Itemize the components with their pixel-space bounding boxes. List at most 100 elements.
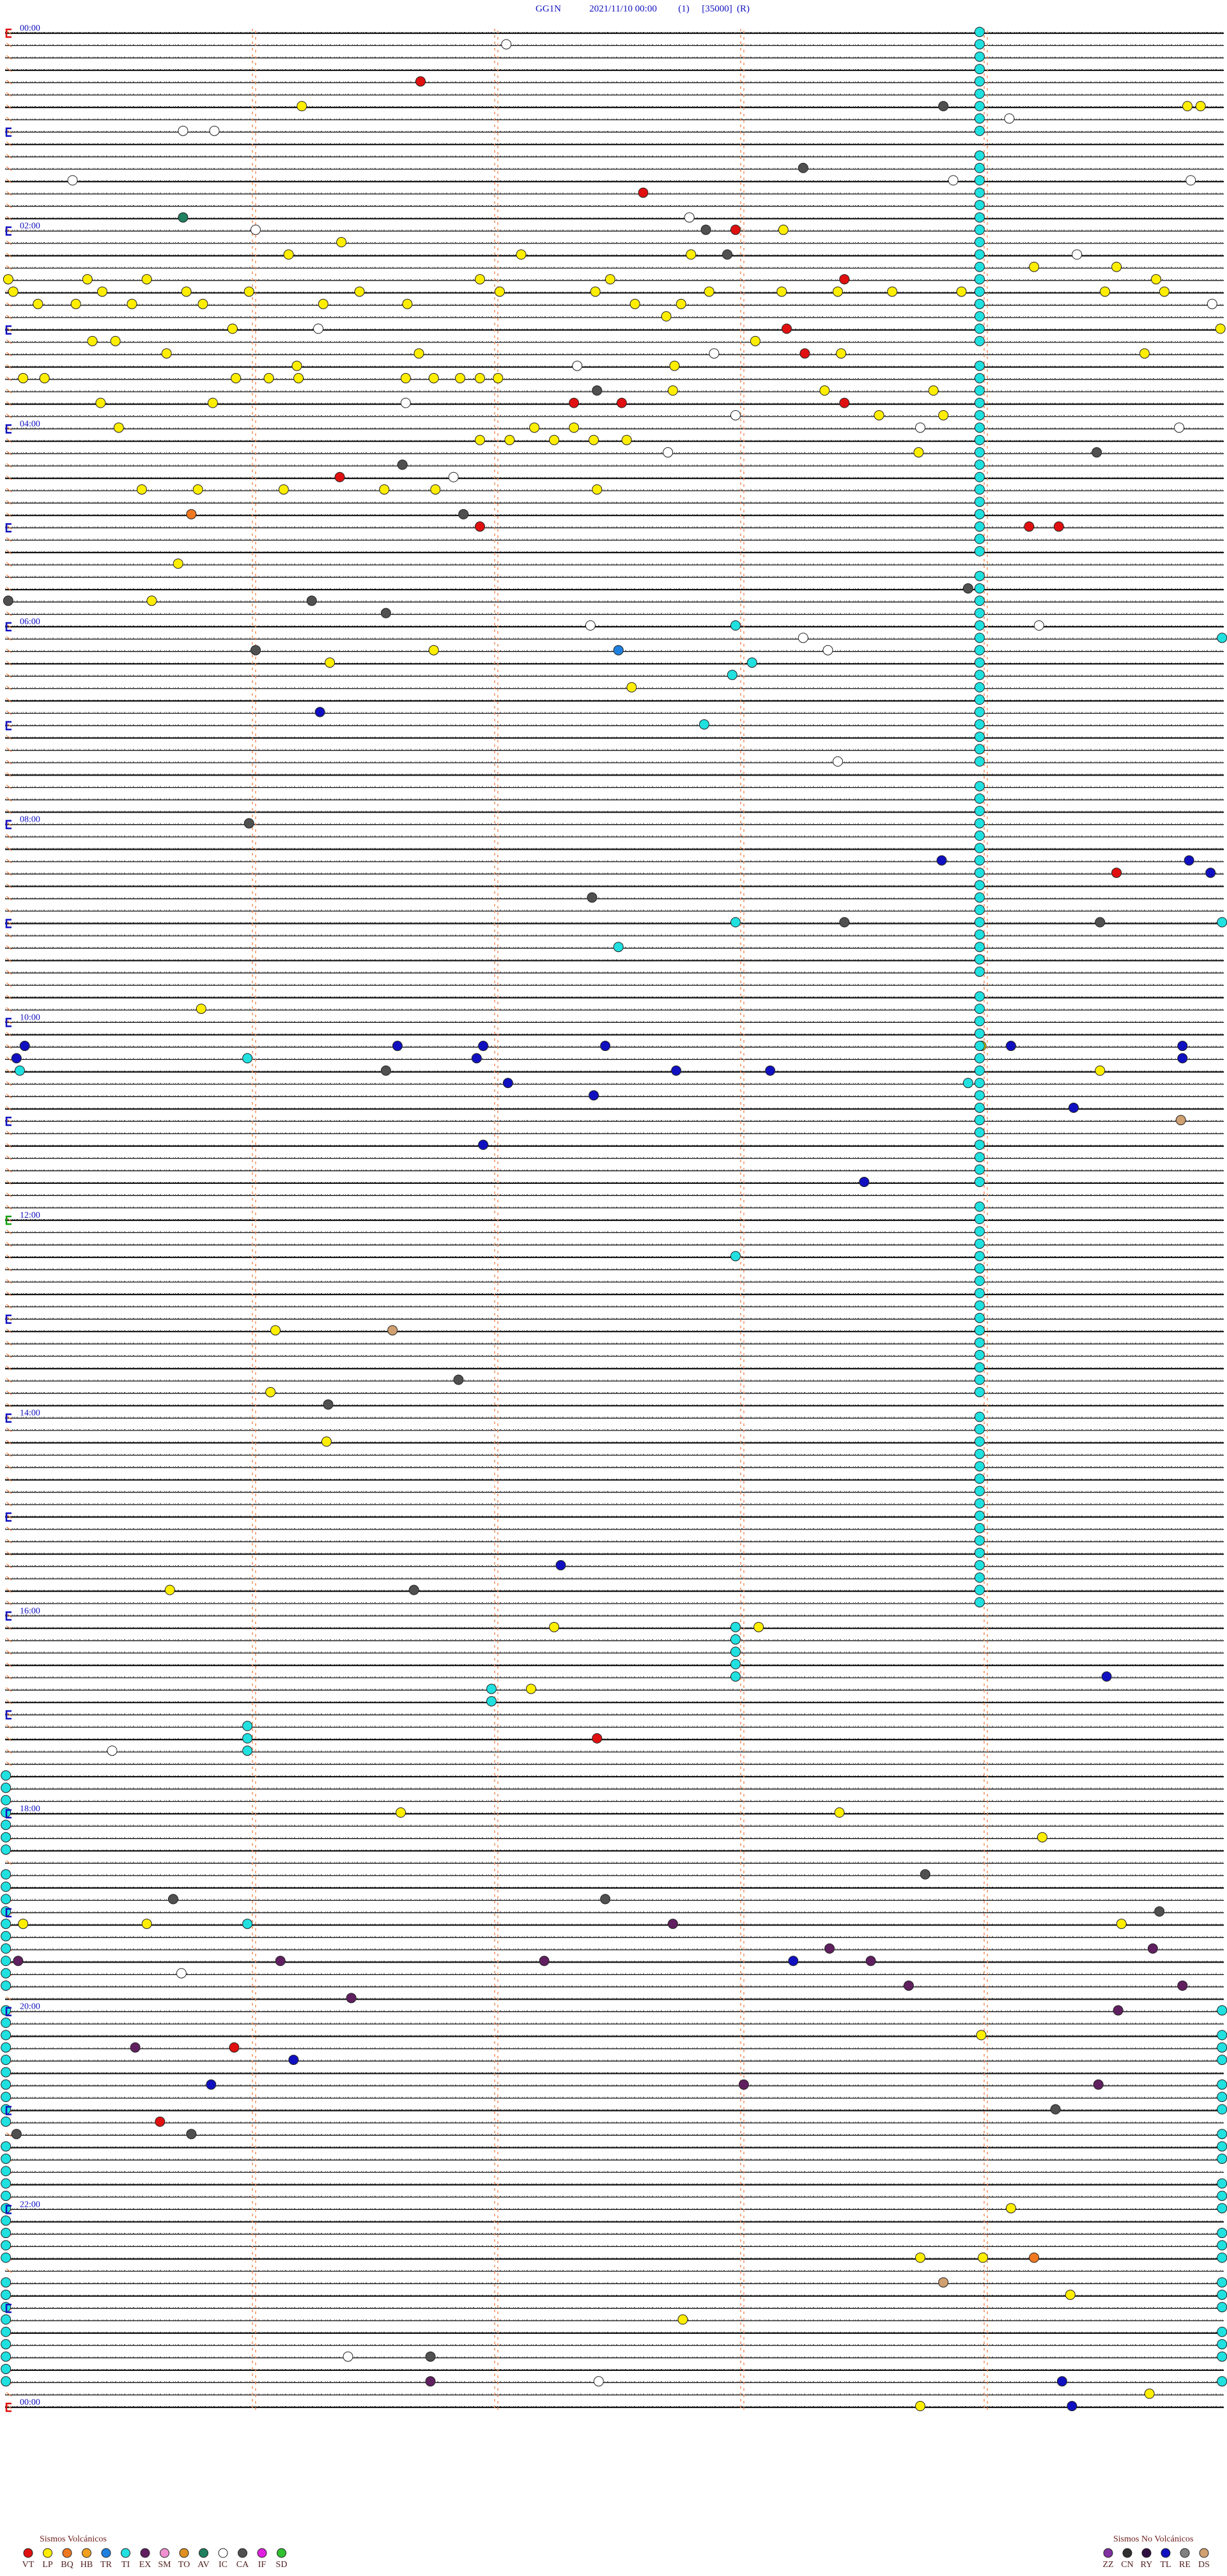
row-marker [6,240,12,245]
row-marker [6,1032,12,1037]
row-marker [6,933,12,938]
event [288,2055,299,2066]
event [11,2129,22,2140]
event [18,372,29,383]
event [297,101,307,112]
row-marker [6,1007,12,1012]
event [974,76,985,87]
row-marker [6,636,12,641]
legend-code: AV [197,2560,209,2570]
time-label: 14:00 [20,1409,40,1418]
legend-code: SD [276,2560,288,2570]
event [209,125,220,136]
event [974,1424,985,1435]
event [753,1621,764,1632]
event [1177,1980,1188,1991]
event [1174,422,1185,433]
row-marker [6,302,12,307]
event [1033,620,1044,631]
row-marker [6,1427,12,1432]
event [974,1139,985,1150]
hour-bracket [5,2106,12,2115]
event [400,397,411,408]
event [974,39,985,50]
event [675,298,686,309]
row-marker [6,1229,12,1234]
event [1,1844,12,1855]
row-marker [6,438,12,443]
row-marker [6,42,12,47]
event [974,781,985,792]
event [974,1053,985,1064]
legend-swatch [1180,2548,1190,2558]
event [978,2252,989,2263]
event [587,892,598,903]
event [974,595,985,606]
event [859,1176,870,1187]
event [962,583,973,594]
hour-bracket [5,1809,12,1819]
row-marker [6,413,12,418]
legend-code: IF [258,2560,266,2570]
event [549,1621,560,1632]
event [478,1139,489,1150]
event [948,175,959,186]
event [1,2240,12,2251]
event [974,1016,985,1027]
event [974,459,985,470]
event [974,496,985,507]
event [1217,2240,1227,2251]
event [251,645,261,656]
event [107,1745,118,1756]
row-marker [6,1106,12,1111]
event [974,125,985,136]
event [730,1646,741,1657]
event [746,657,757,668]
event [590,286,601,297]
event [127,298,137,309]
row-marker [6,1476,12,1482]
event [428,645,439,656]
legend-swatch [199,2548,208,2558]
event [974,1102,985,1113]
event [832,286,843,297]
row-marker [6,1353,12,1358]
row-marker [6,1625,12,1630]
event [1029,261,1040,272]
event [1,2228,12,2239]
row-marker [6,203,12,208]
event [974,113,985,124]
row-marker [6,1217,12,1222]
row-marker [6,1724,12,1729]
event [974,1597,985,1607]
event [207,397,218,408]
event [539,1956,550,1966]
event [1111,868,1122,878]
event [974,546,985,556]
event [502,1078,513,1089]
event [1,2153,12,2164]
event [243,286,254,297]
event [529,422,540,433]
event [974,521,985,532]
event [1004,113,1015,124]
event [974,657,985,668]
row-marker [6,834,12,839]
row-marker [6,1712,12,1717]
event [1,2363,12,2374]
event [270,1325,281,1336]
row-marker [6,2268,12,2273]
legend-code: DS [1198,2560,1210,2570]
row-marker [6,1749,12,1754]
event [1,2326,12,2337]
event [494,286,505,297]
event [501,39,512,50]
event [839,917,850,928]
event [1207,298,1217,309]
row-marker [6,1118,12,1123]
row-marker [6,1501,12,1506]
event [613,645,624,656]
event [478,1041,489,1052]
row-marker [6,586,12,592]
hour-bracket [5,1611,12,1621]
